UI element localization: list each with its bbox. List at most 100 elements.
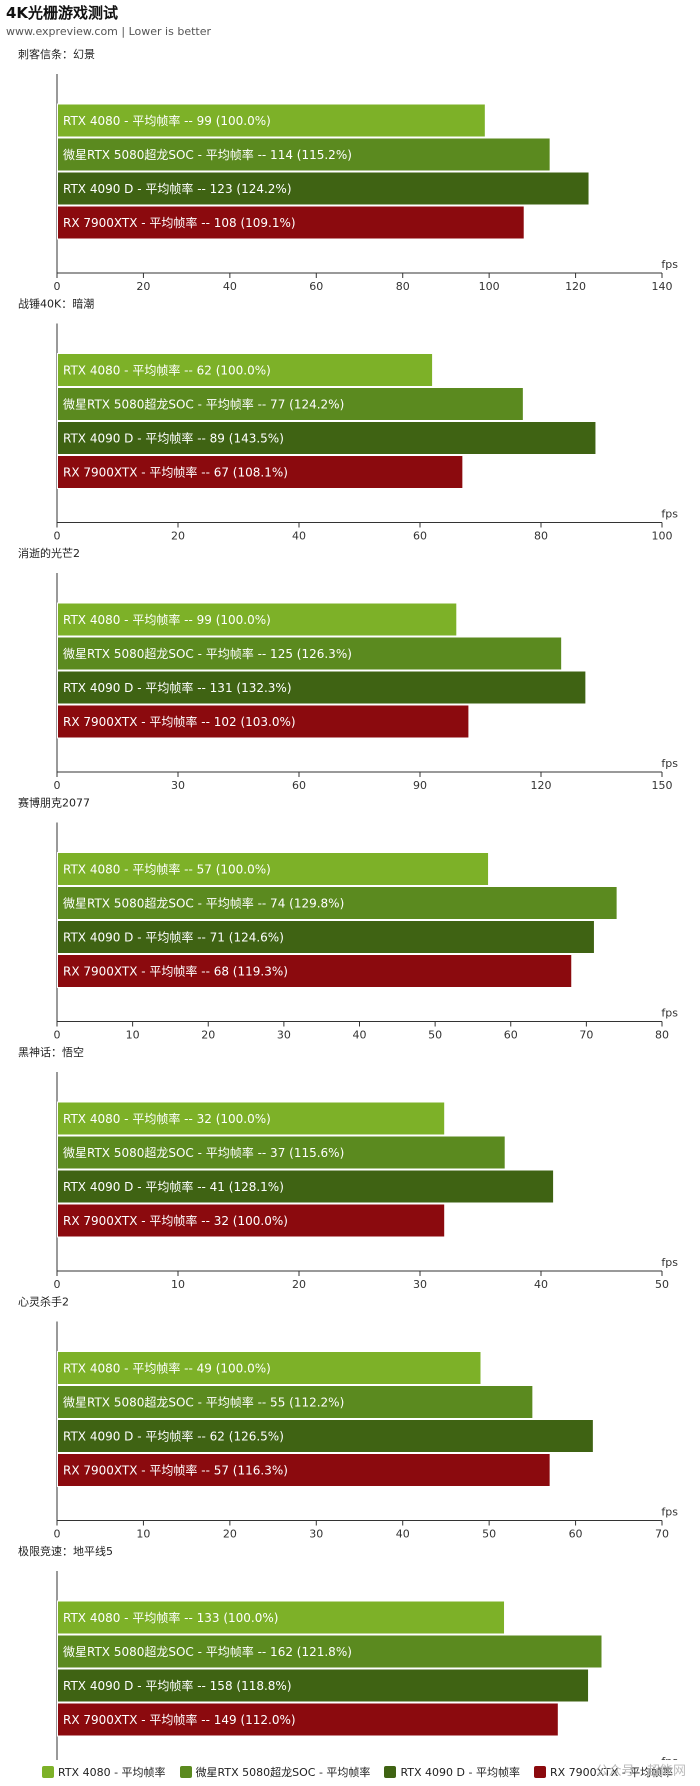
chart-panel-6: 极限竞速：地平线50306090120150180fpsRTX 4080 - 平… xyxy=(18,1544,678,1760)
bar-data-label: RTX 4090 D - 平均帧率 -- 41 (128.1%) xyxy=(63,1179,284,1194)
bar xyxy=(57,954,573,988)
x-tick-label: 20 xyxy=(201,1029,215,1042)
bar-data-label: RTX 4090 D - 平均帧率 -- 71 (124.6%) xyxy=(63,930,284,945)
bar xyxy=(57,1702,559,1737)
bar xyxy=(57,103,486,138)
bar xyxy=(57,1351,482,1385)
x-tick-label: 10 xyxy=(136,1528,150,1541)
unit-label: fps xyxy=(661,1506,678,1519)
chart-title: 极限竞速：地平线5 xyxy=(18,1544,113,1558)
x-tick-label: 40 xyxy=(353,1029,367,1042)
bar-data-label: RTX 4080 - 平均帧率 -- 57 (100.0%) xyxy=(63,862,271,877)
x-tick-label: 0 xyxy=(54,280,61,293)
x-tick-label: 80 xyxy=(396,280,410,293)
x-tick-label: 70 xyxy=(655,1528,669,1541)
legend-label: RX 7900XTX - 平均帧率 xyxy=(549,1766,674,1779)
x-tick-label: 60 xyxy=(309,280,323,293)
x-tick-label: 150 xyxy=(652,779,673,792)
bar xyxy=(57,1600,506,1635)
x-tick-label: 40 xyxy=(534,1278,548,1291)
bar xyxy=(57,1385,534,1419)
bar-data-label: RX 7900XTX - 平均帧率 -- 149 (112.0%) xyxy=(63,1712,296,1727)
bar-data-label: RX 7900XTX - 平均帧率 -- 68 (119.3%) xyxy=(63,964,288,979)
x-tick-label: 20 xyxy=(171,530,185,543)
bar xyxy=(57,920,595,954)
bar xyxy=(57,205,525,240)
legend-item: RTX 4080 - 平均帧率 xyxy=(42,1764,166,1780)
bar-data-label: 微星RTX 5080超龙SOC - 平均帧率 -- 77 (124.2%) xyxy=(63,397,344,412)
legend-label: 微星RTX 5080超龙SOC - 平均帧率 xyxy=(195,1766,371,1779)
bar xyxy=(57,1101,446,1136)
bar xyxy=(57,1135,506,1170)
chart-panel-0: 刺客信条：幻景 0 20 40 60 80 100 120 140 fps RTX 4080 - 平… xyxy=(18,47,678,293)
chart-title: 赛博朋克2077 xyxy=(18,796,90,810)
x-tick-label: 30 xyxy=(277,1029,291,1042)
legend-item: 微星RTX 5080超龙SOC - 平均帧率 xyxy=(179,1764,371,1780)
bar-data-label: 微星RTX 5080超龙SOC - 平均帧率 -- 74 (129.8%) xyxy=(63,896,344,911)
unit-label: fps xyxy=(661,258,678,271)
chart-panel-5: 心灵杀手2 0 10 20 30 40 50 60 70 fps RTX 4080 - 平均帧率 -… xyxy=(18,1295,678,1541)
chart-panel-2: 消逝的光芒2 0 30 60 90 120 150 fps RTX 4080 - 平均帧率 --… xyxy=(18,546,678,792)
x-tick-label: 50 xyxy=(655,1278,669,1291)
chart-panel-4: 黑神话：悟空 0 10 20 30 40 50 fps RTX 4080 - 平均帧率 -- 3… xyxy=(18,1045,678,1291)
bar-data-label: RX 7900XTX - 平均帧率 -- 108 (109.1%) xyxy=(63,215,296,230)
x-tick-label: 30 xyxy=(171,779,185,792)
x-tick-label: 50 xyxy=(482,1528,496,1541)
x-tick-label: 60 xyxy=(504,1029,518,1042)
chart-panel-1: 战锤40K：暗潮 0 20 40 60 80 100 fps RTX 4080 - 平均帧率 -… xyxy=(18,297,678,543)
bar-data-label: RTX 4080 - 平均帧率 -- 133 (100.0%) xyxy=(63,1610,278,1625)
chart-title: 心灵杀手2 xyxy=(18,1295,69,1309)
x-tick-label: 0 xyxy=(54,1029,61,1042)
watermark: 公众号 · 超能网 xyxy=(595,1764,686,1779)
legend-item: RX 7900XTX - 平均帧率 xyxy=(533,1764,674,1780)
bar xyxy=(57,1634,603,1669)
x-tick-label: 120 xyxy=(531,779,552,792)
bar-data-label: RTX 4080 - 平均帧率 -- 32 (100.0%) xyxy=(63,1111,271,1126)
x-tick-label: 0 xyxy=(54,1278,61,1291)
unit-label: fps xyxy=(661,757,678,770)
x-tick-label: 40 xyxy=(292,530,306,543)
bar xyxy=(57,421,597,455)
x-tick-label: 0 xyxy=(54,1528,61,1541)
bar-data-label: 微星RTX 5080超龙SOC - 平均帧率 -- 55 (112.2%) xyxy=(63,1395,344,1410)
chart-title: 黑神话：悟空 xyxy=(18,1045,84,1059)
x-tick-label: 20 xyxy=(292,1278,306,1291)
x-tick-label: 100 xyxy=(479,280,500,293)
bar xyxy=(57,670,587,705)
bar-data-label: RX 7900XTX - 平均帧率 -- 32 (100.0%) xyxy=(63,1213,288,1228)
x-tick-label: 90 xyxy=(413,779,427,792)
chart-title: 战锤40K：暗潮 xyxy=(18,297,94,311)
bar-data-label: RTX 4090 D - 平均帧率 -- 123 (124.2%) xyxy=(63,181,292,196)
x-tick-label: 20 xyxy=(136,280,150,293)
legend: RTX 4080 - 平均帧率 微星RTX 5080超龙SOC - 平均帧率 RTX… xyxy=(42,1764,687,1780)
legend-item: RTX 4090 D - 平均帧率 xyxy=(384,1764,520,1780)
bar xyxy=(57,886,618,920)
legend-label: RTX 4090 D - 平均帧率 xyxy=(400,1766,520,1779)
bar xyxy=(57,1169,555,1204)
bar xyxy=(57,387,524,421)
chart-title: 消逝的光芒2 xyxy=(18,546,80,560)
unit-label: fps xyxy=(661,1256,678,1269)
x-tick-label: 60 xyxy=(413,530,427,543)
x-tick-label: 10 xyxy=(171,1278,185,1291)
chart-panel-3: 赛博朋克2077 0 10 20 30 40 50 60 70 80 fps RTX 4080 - 平… xyxy=(18,796,678,1042)
x-tick-label: 30 xyxy=(309,1528,323,1541)
bar xyxy=(57,1419,594,1453)
bar xyxy=(57,455,464,489)
x-tick-label: 60 xyxy=(569,1528,583,1541)
bar xyxy=(57,704,470,739)
legend-swatch xyxy=(42,1766,54,1778)
bar-data-label: RTX 4090 D - 平均帧率 -- 131 (132.3%) xyxy=(63,680,292,695)
x-tick-label: 50 xyxy=(428,1029,442,1042)
bar-data-label: RTX 4080 - 平均帧率 -- 49 (100.0%) xyxy=(63,1361,271,1376)
unit-label: fps xyxy=(661,1755,678,1760)
bar-data-label: RTX 4090 D - 平均帧率 -- 62 (126.5%) xyxy=(63,1429,284,1444)
page-subtitle: www.expreview.com | Lower is better xyxy=(6,25,211,38)
x-tick-label: 70 xyxy=(579,1029,593,1042)
legend-swatch xyxy=(533,1766,546,1778)
bar-data-label: RTX 4080 - 平均帧率 -- 99 (100.0%) xyxy=(63,113,271,128)
legend-swatch xyxy=(179,1766,192,1778)
bar-data-label: RX 7900XTX - 平均帧率 -- 57 (116.3%) xyxy=(63,1463,288,1478)
chart-title: 刺客信条：幻景 xyxy=(18,47,95,61)
